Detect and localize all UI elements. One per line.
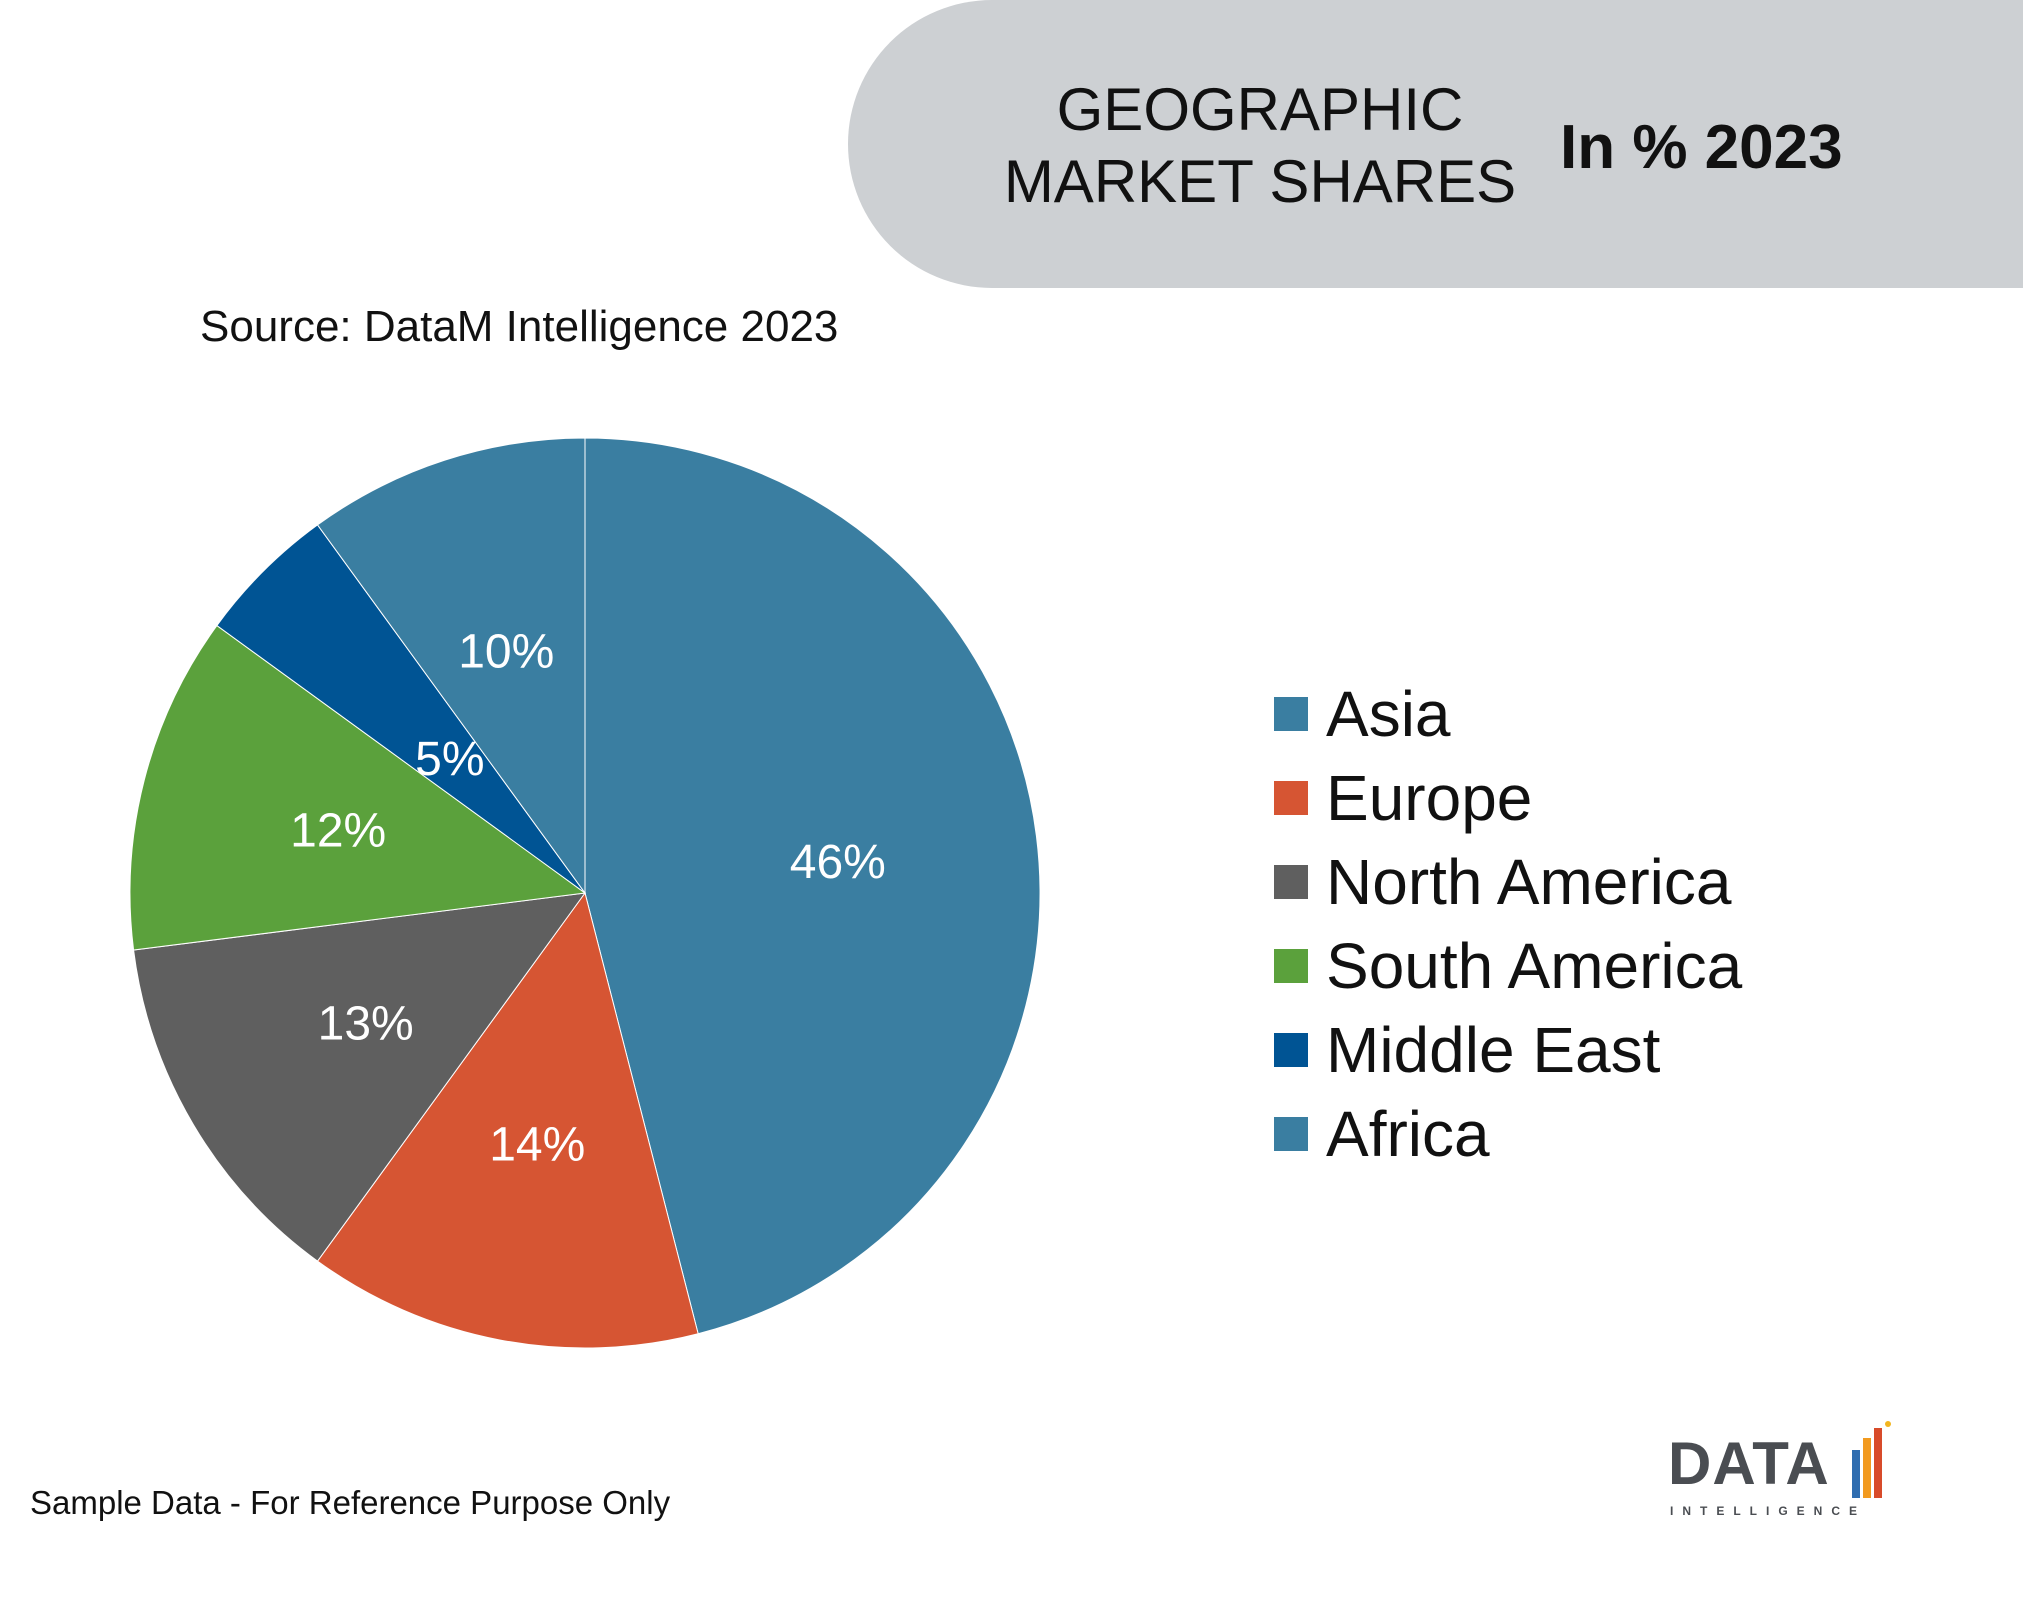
legend-swatch xyxy=(1274,697,1308,731)
pie-label-africa: 10% xyxy=(458,626,554,679)
logo-subtitle: INTELLIGENCE xyxy=(1670,1504,1867,1518)
legend-swatch xyxy=(1274,949,1308,983)
legend-swatch xyxy=(1274,1117,1308,1151)
legend-label: Asia xyxy=(1326,678,1451,750)
logo-bars-icon xyxy=(1852,1421,1891,1498)
legend-item-north-america: North America xyxy=(1274,840,1742,924)
pie-label-europe: 14% xyxy=(489,1118,585,1171)
legend: Asia Europe North America South America Midd… xyxy=(1274,672,1742,1176)
legend-item-asia: Asia xyxy=(1274,672,1742,756)
legend-item-south-america: South America xyxy=(1274,924,1742,1008)
legend-label: Europe xyxy=(1326,762,1533,834)
source-note: Source: DataM Intelligence 2023 xyxy=(200,302,839,351)
pie-slice-south-america xyxy=(129,624,587,951)
legend-label: North America xyxy=(1326,846,1732,918)
legend-label: Middle East xyxy=(1326,1014,1661,1086)
legend-label: Africa xyxy=(1326,1098,1490,1170)
pie-slice-africa xyxy=(316,437,586,895)
chart-title-line1: GEOGRAPHIC xyxy=(1056,76,1464,143)
chart-subtitle: In % 2023 xyxy=(1560,113,1843,182)
chart-title: GEOGRAPHIC MARKET SHARES xyxy=(980,74,1540,218)
legend-swatch xyxy=(1274,1033,1308,1067)
chart-title-line2: MARKET SHARES xyxy=(1003,148,1517,215)
pie-label-south-america: 12% xyxy=(290,805,386,858)
company-logo: DATA INTELLIGENCE xyxy=(1668,1400,1893,1525)
legend-item-africa: Africa xyxy=(1274,1092,1742,1176)
pie-label-asia: 46% xyxy=(790,836,886,889)
pie-slice-asia xyxy=(584,437,1041,1335)
logo-wordmark: DATA xyxy=(1668,1430,1830,1497)
legend-swatch xyxy=(1274,781,1308,815)
legend-item-europe: Europe xyxy=(1274,756,1742,840)
pie-label-middle-east: 5% xyxy=(415,733,484,786)
pie-slice-middle-east xyxy=(216,524,586,894)
pie-slice-north-america xyxy=(133,892,587,1262)
legend-swatch xyxy=(1274,865,1308,899)
legend-label: South America xyxy=(1326,930,1743,1002)
pie-slice-europe xyxy=(316,891,699,1349)
footnote: Sample Data - For Reference Purpose Only xyxy=(30,1484,671,1521)
legend-item-middle-east: Middle East xyxy=(1274,1008,1742,1092)
pie-label-north-america: 13% xyxy=(318,998,414,1051)
title-banner xyxy=(848,0,2023,288)
